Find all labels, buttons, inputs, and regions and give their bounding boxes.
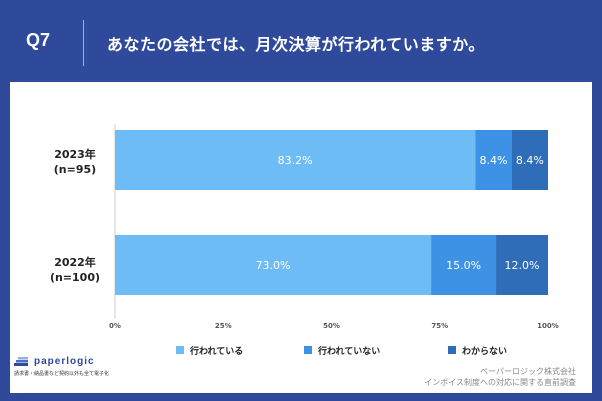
- source-note: ペーパーロジック株式会社 インボイス制度への対応に関する直前調査: [424, 366, 576, 388]
- data-label: 15.0%: [446, 259, 481, 272]
- legend-swatch: [448, 346, 456, 354]
- data-label: 8.4%: [516, 154, 544, 167]
- category-year: 2023年: [54, 148, 96, 161]
- bar-segment: [511, 130, 548, 190]
- category-label-2022: 2022年 (n=100): [30, 255, 120, 285]
- data-label: 12.0%: [505, 259, 540, 272]
- legend-item-not-implemented: 行われていない: [304, 344, 381, 357]
- legend-item-implemented: 行われている: [176, 344, 244, 357]
- x-tick-label: 75%: [431, 322, 448, 330]
- legend-label: 行われている: [190, 346, 244, 357]
- category-label-2023: 2023年 (n=95): [30, 147, 120, 177]
- logo-tagline: 請求書・納品書など契約以外も全て電子化: [14, 371, 110, 377]
- question-number: Q7: [26, 30, 51, 50]
- logo-text: paperlogic: [34, 356, 95, 367]
- legend-swatch: [304, 346, 312, 354]
- bar-segment: [115, 235, 432, 295]
- bar-segment: [475, 130, 512, 190]
- category-n: (n=95): [53, 163, 97, 176]
- data-label: 83.2%: [278, 154, 313, 167]
- x-tick-label: 0%: [109, 322, 121, 330]
- x-tick-label: 50%: [323, 322, 340, 330]
- paperlogic-logo: paperlogic 請求書・納品書など契約以外も全て電子化: [14, 356, 109, 377]
- x-tick-label: 25%: [215, 322, 232, 330]
- bar-segment: [496, 235, 548, 295]
- legend-swatch: [176, 346, 184, 354]
- data-label: 8.4%: [479, 154, 507, 167]
- legend-item-unknown: わからない: [448, 344, 508, 357]
- paper-stack-icon: [14, 356, 28, 366]
- legend-label: 行われていない: [318, 346, 381, 357]
- x-tick-label: 100%: [537, 322, 559, 330]
- bar-segment: [431, 235, 497, 295]
- data-label: 73.0%: [256, 259, 291, 272]
- category-n: (n=100): [49, 271, 101, 284]
- source-survey: インボイス制度への対応に関する直前調査: [424, 378, 576, 387]
- bar-segment: [115, 130, 476, 190]
- source-company: ペーパーロジック株式会社: [480, 367, 576, 376]
- legend-label: わからない: [462, 346, 508, 357]
- header-divider: [83, 20, 84, 66]
- question-title: あなたの会社では、月次決算が行われていますか。: [107, 35, 485, 54]
- header: Q7 あなたの会社では、月次決算が行われていますか。: [0, 0, 602, 82]
- category-year: 2022年: [54, 256, 96, 269]
